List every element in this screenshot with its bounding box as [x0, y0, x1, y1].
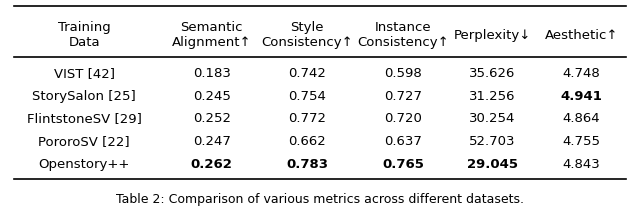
- Text: 0.754: 0.754: [288, 89, 326, 102]
- Text: 4.748: 4.748: [563, 67, 600, 80]
- Text: 0.727: 0.727: [384, 89, 422, 102]
- Text: 0.662: 0.662: [289, 134, 326, 147]
- Text: Table 2: Comparison of various metrics across different datasets.: Table 2: Comparison of various metrics a…: [116, 192, 524, 205]
- Text: 0.598: 0.598: [384, 67, 422, 80]
- Text: Openstory++: Openstory++: [38, 157, 130, 170]
- Text: 0.720: 0.720: [384, 112, 422, 125]
- Text: 0.245: 0.245: [193, 89, 230, 102]
- Text: 0.742: 0.742: [288, 67, 326, 80]
- Text: 4.843: 4.843: [563, 157, 600, 170]
- Text: VIST [42]: VIST [42]: [54, 67, 115, 80]
- Text: 0.772: 0.772: [288, 112, 326, 125]
- Text: 35.626: 35.626: [469, 67, 515, 80]
- Text: 0.765: 0.765: [382, 157, 424, 170]
- Text: PororoSV [22]: PororoSV [22]: [38, 134, 130, 147]
- Text: 52.703: 52.703: [468, 134, 515, 147]
- Text: 0.637: 0.637: [384, 134, 422, 147]
- Text: 4.941: 4.941: [561, 89, 602, 102]
- Text: FlintstoneSV [29]: FlintstoneSV [29]: [27, 112, 141, 125]
- Text: 31.256: 31.256: [468, 89, 515, 102]
- Text: Style
Consistency↑: Style Consistency↑: [261, 21, 353, 49]
- Text: 4.864: 4.864: [563, 112, 600, 125]
- Text: 0.252: 0.252: [193, 112, 230, 125]
- Text: 29.045: 29.045: [467, 157, 518, 170]
- Text: StorySalon [25]: StorySalon [25]: [33, 89, 136, 102]
- Text: Semantic
Alignment↑: Semantic Alignment↑: [172, 21, 252, 49]
- Text: Training
Data: Training Data: [58, 21, 111, 49]
- Text: 0.247: 0.247: [193, 134, 230, 147]
- Text: Aesthetic↑: Aesthetic↑: [545, 29, 618, 42]
- Text: 0.783: 0.783: [286, 157, 328, 170]
- Text: Perplexity↓: Perplexity↓: [453, 29, 531, 42]
- Text: 0.262: 0.262: [191, 157, 232, 170]
- Text: 30.254: 30.254: [469, 112, 515, 125]
- Text: Instance
Consistency↑: Instance Consistency↑: [357, 21, 449, 49]
- Text: 0.183: 0.183: [193, 67, 230, 80]
- Text: 4.755: 4.755: [563, 134, 600, 147]
